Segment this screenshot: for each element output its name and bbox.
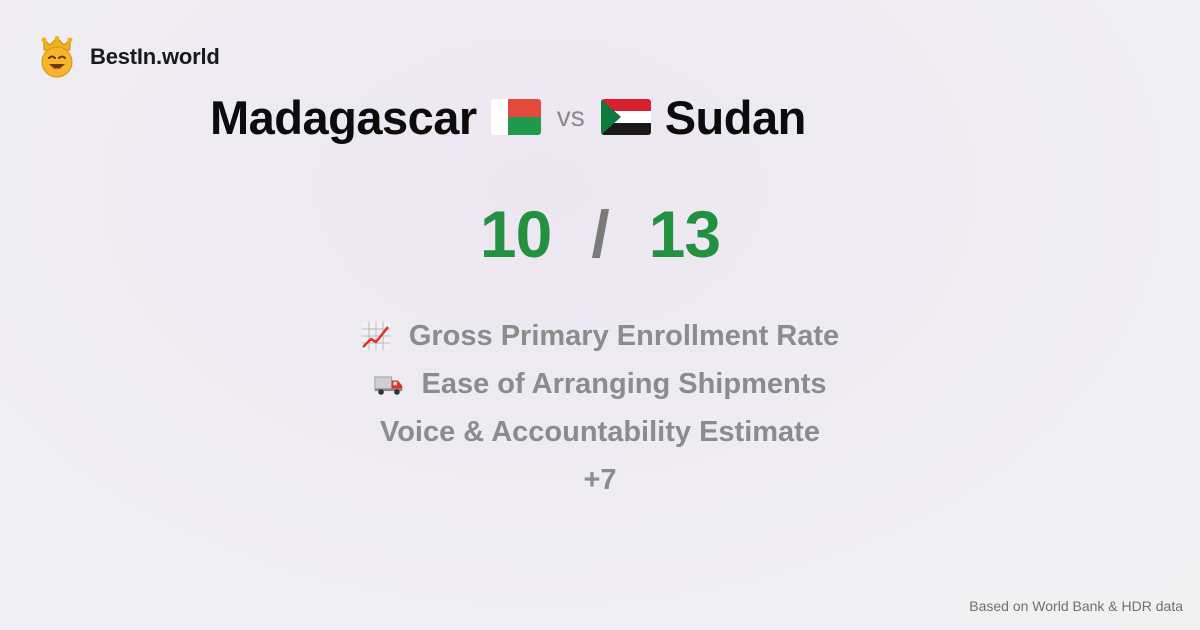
delivery-truck-icon <box>373 376 402 395</box>
more-metrics-count: +7 <box>583 463 617 496</box>
data-source-note: Based on World Bank & HDR data <box>969 598 1183 614</box>
crown-smiley-icon <box>41 36 73 78</box>
score-a: 10 <box>479 197 552 271</box>
metric-label: Gross Primary Enrollment Rate <box>408 319 840 352</box>
country-a-name: Madagascar <box>210 90 477 144</box>
brand-name: BestIn.world <box>90 44 220 69</box>
metric-item: Voice & Accountability Estimate <box>380 408 820 456</box>
metrics-list: Gross Primary Enrollment Rate Ease of Ar… <box>0 312 1200 504</box>
score: 10 / 13 <box>0 196 1200 272</box>
metric-item: Gross Primary Enrollment Rate <box>361 312 839 360</box>
metric-label: Voice & Accountability Estimate <box>380 415 820 448</box>
metric-item: Ease of Arranging Shipments <box>373 360 827 408</box>
score-b: 13 <box>648 197 721 271</box>
country-b-name: Sudan <box>664 90 807 144</box>
comparison-title: Madagascar vs Sudan <box>210 86 806 148</box>
score-separator: / <box>591 197 609 271</box>
chart-increasing-icon <box>361 322 390 350</box>
metric-label: Ease of Arranging Shipments <box>421 367 827 400</box>
vs-separator: vs <box>556 101 585 132</box>
sudan-flag-icon <box>600 99 651 135</box>
madagascar-flag-icon <box>490 99 541 135</box>
brand[interactable]: BestIn.world <box>38 36 220 78</box>
